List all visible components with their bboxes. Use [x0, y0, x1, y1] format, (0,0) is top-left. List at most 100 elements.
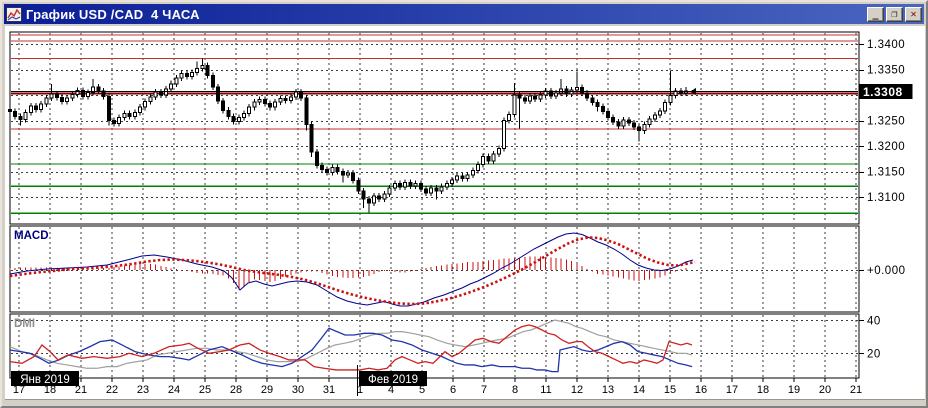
candle-body: [538, 94, 543, 100]
main-price-panel[interactable]: [9, 31, 860, 225]
candle-body: [278, 98, 283, 103]
candle-body: [663, 102, 668, 112]
date-axis-label: 12: [571, 384, 583, 396]
candle-body: [174, 77, 179, 85]
chart-app-icon: [6, 6, 22, 22]
candle-body: [455, 175, 460, 181]
candle-body: [668, 95, 673, 104]
candle-body: [101, 90, 106, 98]
candle-body: [13, 110, 18, 117]
candle-body: [158, 91, 163, 96]
candle-body: [460, 175, 465, 180]
month-label-box: [359, 371, 427, 386]
candle-body: [621, 119, 626, 127]
date-axis-label: 7: [481, 384, 487, 396]
date-axis-label: 6: [450, 384, 456, 396]
current-price-label: 1.3308: [863, 85, 903, 99]
candle-body: [288, 96, 293, 102]
candle-body: [143, 101, 148, 108]
candle-body: [80, 89, 85, 98]
price-axis-label: 1.3400: [867, 39, 905, 51]
date-axis-label: 19: [788, 384, 800, 396]
candle-body: [403, 182, 408, 188]
candle-body: [465, 174, 470, 180]
candle-body: [153, 91, 158, 98]
candle-body: [632, 122, 636, 128]
candle-body: [8, 108, 12, 112]
candle-body: [138, 106, 142, 113]
candle-body: [28, 105, 33, 113]
candle-body: [470, 169, 475, 176]
minimize-button[interactable]: _: [867, 6, 884, 22]
candle-body: [184, 73, 189, 78]
candle-body: [439, 186, 444, 192]
candle-body: [476, 163, 480, 171]
date-axis-label: 25: [199, 384, 211, 396]
price-axis-label: 1.3150: [867, 167, 905, 179]
candle-body: [44, 97, 49, 105]
candle-body: [606, 110, 610, 118]
macd-signal-line: [9, 236, 696, 306]
candle-body: [486, 156, 491, 162]
candle-body: [86, 91, 90, 98]
macd-line: [9, 232, 694, 307]
candle-body: [574, 86, 579, 91]
candle-body: [372, 195, 376, 204]
candle-body: [382, 193, 387, 200]
dmi-plus-di-line: [9, 324, 693, 371]
date-axis-label: 18: [44, 384, 56, 396]
close-button[interactable]: ✕: [905, 6, 922, 22]
candle-body: [548, 90, 553, 97]
candle-body: [75, 89, 80, 95]
candle-body: [595, 102, 600, 108]
date-axis-label: 28: [230, 384, 242, 396]
candle-body: [231, 115, 236, 123]
current-price-box: [859, 84, 913, 99]
candle-body: [132, 111, 137, 117]
price-axis-label: 1.3350: [867, 65, 905, 77]
candle-body: [522, 97, 527, 102]
candle-body: [195, 67, 200, 74]
maximize-button[interactable]: ❐: [886, 6, 903, 22]
candle-body: [366, 198, 371, 204]
date-axis-label: 11: [540, 384, 551, 396]
candle-body: [179, 73, 184, 79]
candle-body: [491, 153, 496, 162]
date-axis-label: 29: [261, 384, 273, 396]
candle-body: [517, 94, 522, 99]
candle-body: [34, 105, 38, 110]
candle-body: [304, 97, 309, 126]
dmi-axis-label: 20: [867, 349, 881, 361]
candle-body: [117, 116, 122, 125]
candle-body: [54, 93, 59, 99]
titlebar[interactable]: График USD /CAD 4 ЧАСА _ ❐ ✕: [4, 4, 924, 24]
candle-body: [387, 187, 392, 195]
candle-body: [236, 116, 241, 123]
candle-body: [418, 183, 423, 190]
candle-body: [611, 116, 616, 123]
candle-body: [247, 106, 252, 114]
candle-body: [273, 101, 278, 108]
window-frame-divider: [5, 399, 925, 400]
candle-body: [502, 120, 506, 150]
candle-body: [210, 75, 215, 88]
date-axis-label: 1: [357, 384, 363, 396]
candle-body: [346, 172, 350, 176]
date-axis-label: 17: [13, 384, 25, 396]
dmi-panel[interactable]: [9, 313, 860, 379]
candle-body: [148, 96, 153, 103]
date-axis-label: 4: [388, 384, 394, 396]
candle-body: [320, 164, 324, 170]
candle-body: [299, 91, 304, 99]
candle-body: [216, 86, 220, 102]
candle-body: [600, 106, 605, 112]
candle-body: [49, 93, 54, 99]
month-label: Фев 2019: [368, 374, 418, 386]
date-axis-label: 5: [419, 384, 425, 396]
candle-body: [496, 148, 501, 155]
candle-body: [106, 96, 111, 121]
candle-body: [616, 121, 621, 127]
candle-body: [205, 64, 210, 77]
